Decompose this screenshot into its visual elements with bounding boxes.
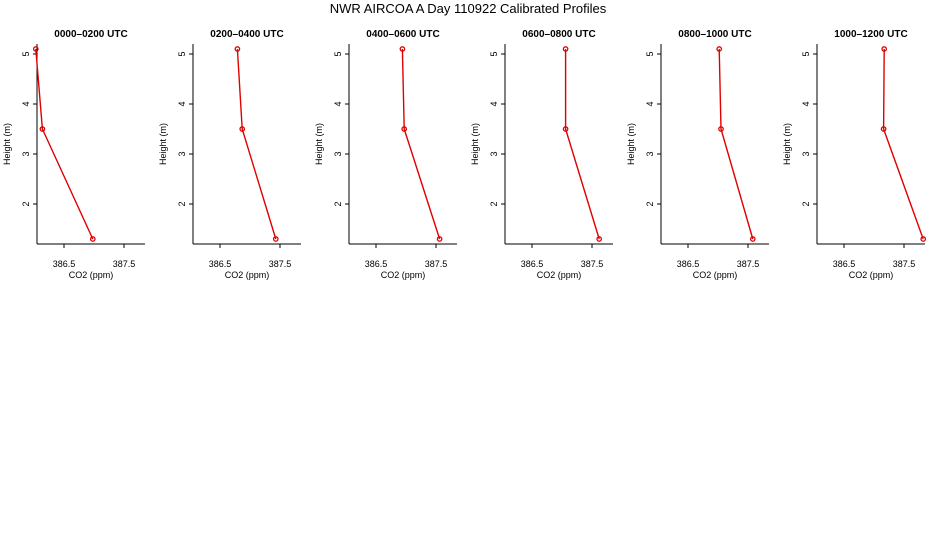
data-point <box>234 46 241 52</box>
profile-line <box>236 48 277 240</box>
y-tick-label: 5 <box>801 51 811 56</box>
y-tick-label: 2 <box>177 201 187 206</box>
data-point <box>32 46 39 52</box>
panel-2: 0200–0400 UTC 386.5 387.5 2 3 4 5 CO2 (ppm) Heig… <box>158 29 301 280</box>
data-point <box>436 236 443 242</box>
x-tick-label: 387.5 <box>581 259 604 269</box>
profile-line <box>882 48 924 240</box>
x-tick-label: 386.5 <box>833 259 856 269</box>
y-tick-label: 4 <box>489 101 499 106</box>
x-tick-label: 386.5 <box>677 259 700 269</box>
y-tick-label: 2 <box>801 201 811 206</box>
y-tick-label: 4 <box>21 101 31 106</box>
y-tick-label: 5 <box>177 51 187 56</box>
x-axis-label: CO2 (ppm) <box>537 270 582 280</box>
panel-title: 0800–1000 UTC <box>678 29 751 40</box>
panel-title: 0000–0200 UTC <box>54 29 127 40</box>
x-tick-label: 387.5 <box>737 259 760 269</box>
y-axis-label: Height (m) <box>158 123 168 165</box>
y-axis-label: Height (m) <box>314 123 324 165</box>
y-tick-label: 3 <box>21 151 31 156</box>
y-tick-label: 5 <box>645 51 655 56</box>
data-point <box>399 46 406 52</box>
y-tick-label: 2 <box>333 201 343 206</box>
x-tick-label: 386.5 <box>365 259 388 269</box>
profile-line <box>564 49 600 240</box>
panels: 0000–0200 UTC 386.5 387.5 2 3 4 5 CO2 (ppm) Heig… <box>2 29 927 280</box>
panel-title: 0400–0600 UTC <box>366 29 439 40</box>
x-tick-label: 387.5 <box>269 259 292 269</box>
y-tick-label: 4 <box>333 101 343 106</box>
y-tick-label: 3 <box>177 151 187 156</box>
data-point <box>39 126 46 132</box>
x-tick-label: 387.5 <box>893 259 916 269</box>
data-point <box>562 126 569 132</box>
x-tick-label: 387.5 <box>113 259 136 269</box>
panel-6: 1000–1200 UTC 386.5 387.5 2 3 4 5 CO2 (ppm) Heig… <box>782 29 927 280</box>
figure-title: NWR AIRCOA A Day 110922 Calibrated Profi… <box>330 1 607 16</box>
data-point <box>881 46 888 52</box>
y-tick-label: 4 <box>177 101 187 106</box>
x-axis-label: CO2 (ppm) <box>69 270 114 280</box>
x-axis-label: CO2 (ppm) <box>849 270 894 280</box>
profile-line <box>401 48 441 240</box>
data-point <box>920 236 927 242</box>
y-tick-label: 5 <box>21 51 31 56</box>
y-tick-label: 5 <box>489 51 499 56</box>
x-tick-label: 386.5 <box>521 259 544 269</box>
x-axis-label: CO2 (ppm) <box>381 270 426 280</box>
y-tick-label: 3 <box>333 151 343 156</box>
panel-title: 0200–0400 UTC <box>210 29 283 40</box>
y-tick-label: 3 <box>645 151 655 156</box>
y-axis-label: Height (m) <box>782 123 792 165</box>
data-point <box>880 126 887 132</box>
data-point <box>749 236 756 242</box>
x-tick-label: 386.5 <box>209 259 232 269</box>
y-tick-label: 5 <box>333 51 343 56</box>
panel-3: 0400–0600 UTC 386.5 387.5 2 3 4 5 CO2 (ppm) Heig… <box>314 29 457 280</box>
panel-5: 0800–1000 UTC 386.5 387.5 2 3 4 5 CO2 (ppm) Heig… <box>626 29 769 280</box>
y-tick-label: 3 <box>489 151 499 156</box>
data-point <box>718 126 724 132</box>
y-tick-label: 3 <box>801 151 811 156</box>
profile-line <box>718 48 754 240</box>
panel-1: 0000–0200 UTC 386.5 387.5 2 3 4 5 CO2 (ppm) Heig… <box>2 29 145 280</box>
data-point <box>272 236 279 242</box>
panel-4: 0600–0800 UTC 386.5 387.5 2 3 4 5 CO2 (ppm) Heig… <box>470 29 613 280</box>
data-point <box>239 126 246 132</box>
panel-title: 1000–1200 UTC <box>834 29 907 40</box>
profile-line <box>35 48 94 240</box>
x-axis-label: CO2 (ppm) <box>225 270 270 280</box>
data-point <box>562 46 569 52</box>
x-axis-label: CO2 (ppm) <box>693 270 738 280</box>
data-point <box>596 236 603 242</box>
y-tick-label: 4 <box>801 101 811 106</box>
y-axis-label: Height (m) <box>626 123 636 165</box>
y-tick-label: 2 <box>645 201 655 206</box>
data-point <box>716 46 723 52</box>
y-axis-label: Height (m) <box>470 123 480 165</box>
x-tick-label: 386.5 <box>53 259 76 269</box>
data-point <box>89 236 96 242</box>
y-tick-label: 4 <box>645 101 655 106</box>
data-point <box>401 126 408 132</box>
panel-title: 0600–0800 UTC <box>522 29 595 40</box>
x-tick-label: 387.5 <box>425 259 448 269</box>
y-tick-label: 2 <box>21 201 31 206</box>
y-tick-label: 2 <box>489 201 499 206</box>
y-axis-label: Height (m) <box>2 123 12 165</box>
